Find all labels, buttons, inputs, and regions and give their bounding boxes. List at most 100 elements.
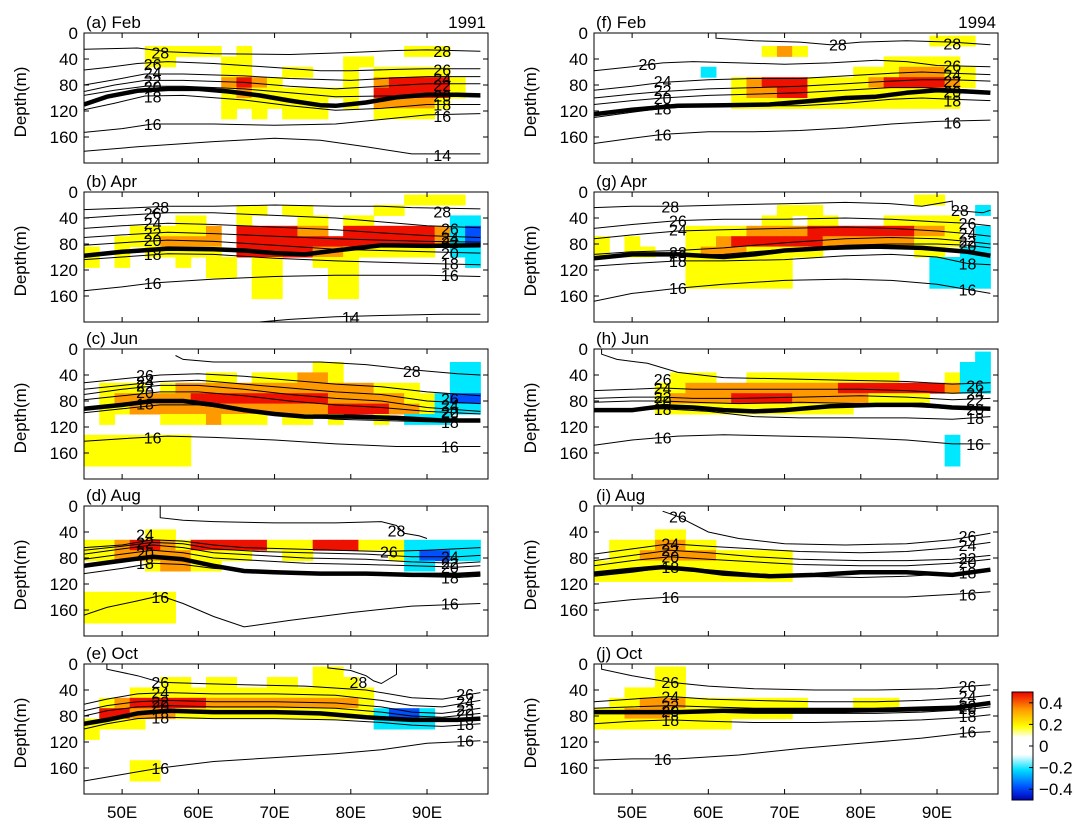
anomaly-cell <box>975 246 991 258</box>
anomaly-cell <box>297 225 314 237</box>
anomaly-cell <box>731 87 747 99</box>
anomaly-cell <box>114 602 131 614</box>
isotherm-26 <box>84 373 481 397</box>
anomaly-cell <box>746 560 763 572</box>
contour-label: 16 <box>959 725 977 742</box>
anomaly-cell <box>465 403 481 415</box>
anomaly-cell <box>685 277 702 289</box>
anomaly-cell <box>883 382 900 394</box>
thermocline-line <box>594 244 991 261</box>
anomaly-cell <box>944 98 961 109</box>
anomaly-cell <box>236 205 253 216</box>
anomaly-cell <box>822 393 839 405</box>
anomaly-cell <box>327 277 344 289</box>
anomaly-cell <box>221 66 237 78</box>
y-tick-label: 40 <box>569 366 588 385</box>
anomaly-cell <box>312 687 329 699</box>
anomaly-cell <box>746 257 763 268</box>
anomaly-cell <box>282 697 298 709</box>
anomaly-cell <box>685 257 702 268</box>
anomaly-cell <box>776 46 793 57</box>
thermocline-line <box>594 700 991 715</box>
isotherm-20 <box>84 705 481 718</box>
anomaly-cell <box>358 56 375 68</box>
anomaly-cell <box>236 98 253 109</box>
anomaly-cell <box>236 697 253 709</box>
anomaly-cell <box>251 267 268 279</box>
anomaly-cell <box>373 393 390 405</box>
anomaly-cell <box>807 215 824 227</box>
contour-label: 28 <box>433 205 451 222</box>
anomaly-cell <box>700 246 717 258</box>
anomaly-cell <box>700 372 717 384</box>
y-tick-label: 80 <box>59 549 78 568</box>
anomaly-cell <box>746 236 763 248</box>
thermocline-line <box>84 708 481 727</box>
anomaly-cell <box>404 382 420 394</box>
anomaly-cell <box>160 236 176 248</box>
anomaly-cell <box>251 257 268 268</box>
anomaly-cell <box>807 98 824 109</box>
contour-label: 22 <box>136 378 154 395</box>
anomaly-cell <box>221 257 237 268</box>
contour-label: 16 <box>943 116 961 133</box>
anomaly-cell <box>715 246 732 258</box>
anomaly-cell <box>312 87 329 99</box>
anomaly-cell <box>746 277 763 289</box>
anomaly-cell <box>419 539 436 551</box>
contour-label: 18 <box>441 415 459 432</box>
anomaly-cell <box>327 382 344 394</box>
contour-label: 22 <box>441 235 459 252</box>
contour-label: 20 <box>433 88 451 105</box>
anomaly-cell <box>327 677 344 688</box>
anomaly-cell <box>670 718 686 730</box>
anomaly-cell <box>685 225 702 237</box>
anomaly-cell <box>822 77 839 89</box>
contour-label: 18 <box>441 257 459 274</box>
anomaly-cell <box>837 87 854 99</box>
x-tick-label: 50E <box>617 803 647 822</box>
contour-label: 16 <box>669 281 687 298</box>
anomaly-cell <box>959 66 976 78</box>
anomaly-cell <box>358 393 375 405</box>
y-tick-label: 80 <box>569 392 588 411</box>
isotherm-26 <box>662 510 991 546</box>
anomaly-cell <box>959 277 976 289</box>
contour-label: 26 <box>959 216 977 233</box>
anomaly-cell <box>373 539 390 551</box>
anomaly-cell <box>282 236 298 248</box>
anomaly-cell <box>685 246 702 258</box>
anomaly-cell <box>449 403 466 415</box>
anomaly-cell <box>297 550 314 562</box>
anomaly-cell <box>190 687 207 699</box>
anomaly-cell <box>959 372 976 384</box>
anomaly-cell <box>343 215 359 227</box>
anomaly-cell <box>114 382 131 394</box>
anomaly-cell <box>175 550 192 562</box>
anomaly-cell <box>114 550 131 562</box>
y-tick-label: 80 <box>569 235 588 254</box>
anomaly-cell <box>358 708 375 720</box>
anomaly-cell <box>373 98 390 109</box>
anomaly-cell <box>624 718 641 730</box>
y-axis-label: Depth(m) <box>11 67 30 138</box>
contour-label: 22 <box>433 78 451 95</box>
anomaly-cell <box>343 539 359 551</box>
anomaly-cell <box>853 393 869 405</box>
isotherm-22 <box>84 79 481 92</box>
panel-title: (g) Apr <box>596 172 647 191</box>
anomaly-cell <box>251 98 268 109</box>
y-tick-label: 80 <box>59 235 78 254</box>
anomaly-cell <box>807 77 824 89</box>
contour-label: 20 <box>144 79 162 96</box>
anomaly-cell <box>639 246 656 258</box>
anomaly-cell <box>175 455 192 467</box>
anomaly-cell <box>251 539 268 551</box>
anomaly-cell <box>746 382 763 394</box>
y-tick-label: 160 <box>560 128 588 147</box>
y-tick-label: 120 <box>560 575 588 594</box>
contour-label: 26 <box>959 529 977 546</box>
anomaly-cell <box>761 393 778 405</box>
y-tick-label: 0 <box>69 183 78 202</box>
anomaly-cell <box>221 98 237 109</box>
